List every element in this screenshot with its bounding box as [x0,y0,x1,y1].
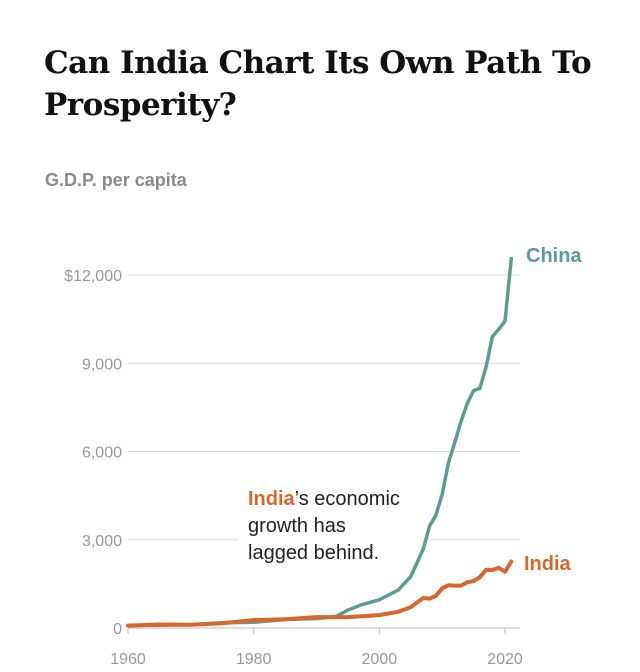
series-label-china: China [526,245,582,267]
chart-title: Can India Chart Its Own Path To Prosperi… [44,45,592,123]
annotation-line-2: growth has [248,515,346,537]
annotation-line-1: India’s economic [248,488,400,510]
x-tick-label: 2020 [487,651,523,668]
x-axis-ticks: 1960 1980 2000 2020 [110,628,523,668]
y-tick-label: 3,000 [82,533,122,550]
annotation-background [238,482,428,572]
y-tick-label: $12,000 [64,268,122,285]
series-label-india: India [524,553,572,575]
series-line-india [126,559,514,628]
annotation-line-3: lagged behind. [248,542,379,564]
x-tick-label: 2000 [362,651,398,668]
chart-subtitle: G.D.P. per capita [45,170,187,190]
gridlines [128,274,520,629]
series-labels: China India [524,245,582,575]
series-lines [126,256,514,628]
x-tick-label: 1960 [110,651,146,668]
annotation-rest: ’s economic [295,488,400,510]
y-axis-ticks: 0 3,000 6,000 9,000 $12,000 [64,268,122,638]
y-tick-label: 9,000 [82,356,122,373]
y-tick-label: 6,000 [82,445,122,462]
y-tick-label: 0 [113,621,122,638]
x-tick-label: 1980 [236,651,272,668]
annotation-highlight: India [248,488,296,510]
